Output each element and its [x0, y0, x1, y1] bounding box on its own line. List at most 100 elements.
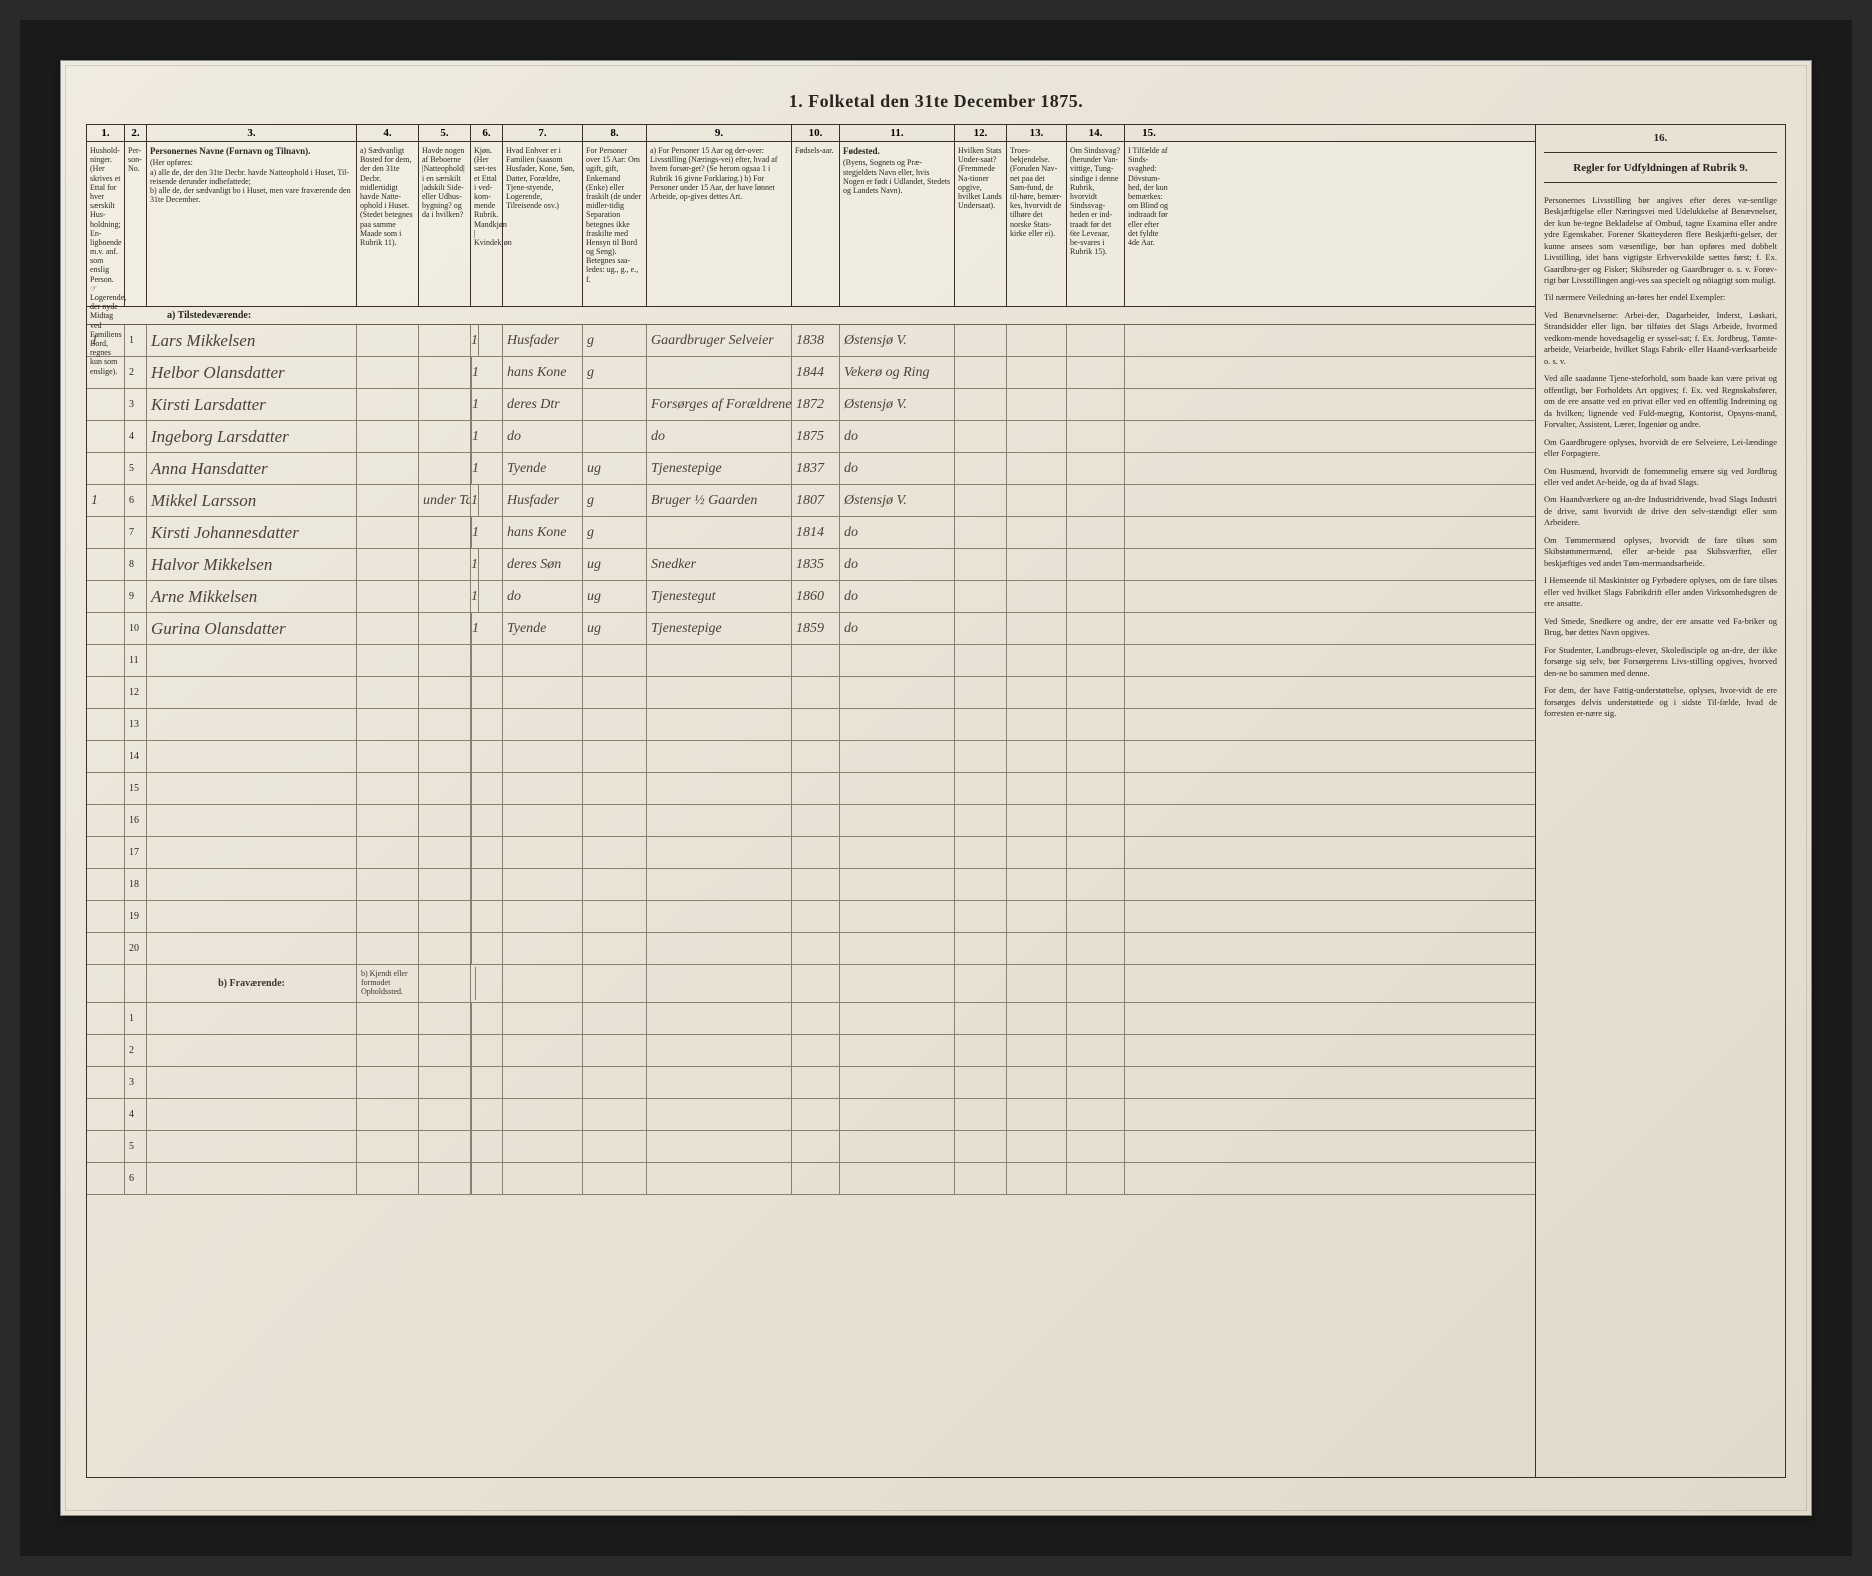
cell: [583, 901, 647, 932]
cell: Kirsti Johannesdatter: [147, 517, 357, 548]
cell: [503, 741, 583, 772]
table-row: 9Arne Mikkelsen1dougTjenestegut1860do: [87, 581, 1535, 613]
cell: [419, 773, 471, 804]
cell: [583, 421, 647, 452]
rules-column: 16. Regler for Udfyldningen af Rubrik 9.…: [1536, 124, 1786, 1478]
cell: do: [840, 581, 955, 612]
cell: [471, 869, 503, 900]
cell: [583, 1035, 647, 1066]
cell: 5: [125, 453, 147, 484]
cell: [503, 869, 583, 900]
colnum-3: 3.: [147, 125, 357, 141]
cell: g: [583, 325, 647, 356]
cell: [357, 1163, 419, 1194]
hdr-6: Kjøn. (Her sæt-tes et Ettal i ved-kom-me…: [471, 142, 503, 306]
cell: [955, 1099, 1007, 1130]
table-row: 7Kirsti Johannesdatter1hans Koneg1814do: [87, 517, 1535, 549]
cell: [1007, 453, 1067, 484]
cell: Tyende: [503, 453, 583, 484]
cell: [1067, 933, 1125, 964]
cell: [1067, 645, 1125, 676]
cell: [357, 741, 419, 772]
table-row: 8Halvor Mikkelsen1deres SønugSnedker1835…: [87, 549, 1535, 581]
cell: g: [583, 357, 647, 388]
cell: [87, 357, 125, 388]
cell: [147, 1099, 357, 1130]
cell: [419, 389, 471, 420]
cell: Anna Hansdatter: [147, 453, 357, 484]
cell: [147, 901, 357, 932]
cell: [840, 1035, 955, 1066]
hdr-3-title: Personernes Navne (Fornavn og Tilnavn).: [150, 146, 353, 156]
blank-row: 6: [87, 1163, 1535, 1195]
cell: Arne Mikkelsen: [147, 581, 357, 612]
cell: [1125, 581, 1173, 612]
cell: [1007, 389, 1067, 420]
cell: [955, 453, 1007, 484]
cell: [955, 1003, 1007, 1034]
cell: [840, 677, 955, 708]
cell: [471, 709, 503, 740]
cell: [792, 773, 840, 804]
cell: [647, 357, 792, 388]
rules-paragraph: Om Haandværkere og an-dre Industridriven…: [1544, 494, 1777, 528]
cell: [503, 933, 583, 964]
cell: hans Kone: [503, 357, 583, 388]
cell: Gurina Olansdatter: [147, 613, 357, 644]
cell: Snedker: [647, 549, 792, 580]
cell: [87, 549, 125, 580]
cell: [1067, 1099, 1125, 1130]
cell: [147, 1067, 357, 1098]
cell: [1007, 1163, 1067, 1194]
cell: 1: [125, 1003, 147, 1034]
rules-paragraph: Om Husmænd, hvorvidt de fornemmelig ernæ…: [1544, 466, 1777, 489]
cell: [1067, 709, 1125, 740]
cell: [647, 1163, 792, 1194]
hdr-2: Per-son-No.: [125, 142, 147, 306]
cell: [1007, 613, 1067, 644]
blank-row: 13: [87, 709, 1535, 741]
cell: [357, 1099, 419, 1130]
cell: do: [840, 421, 955, 452]
cell: [503, 773, 583, 804]
cell: [357, 709, 419, 740]
cell: [1125, 901, 1173, 932]
cell: 9: [125, 581, 147, 612]
cell: do: [840, 549, 955, 580]
cell: 1814: [792, 517, 840, 548]
cell: 20: [125, 933, 147, 964]
cell: 2: [125, 357, 147, 388]
cell: [792, 1163, 840, 1194]
cell: [357, 1003, 419, 1034]
cell: [792, 1035, 840, 1066]
cell: [1007, 837, 1067, 868]
cell: [471, 1035, 503, 1066]
rows-absent: 123456: [87, 1003, 1535, 1195]
cell: [87, 933, 125, 964]
cell: [792, 709, 840, 740]
cell: [1007, 1035, 1067, 1066]
cell: [1125, 325, 1173, 356]
cell: [647, 709, 792, 740]
cell: [955, 421, 1007, 452]
cell: [357, 1067, 419, 1098]
cell: [647, 1131, 792, 1162]
blank-row: 20: [87, 933, 1535, 965]
cell: do: [503, 421, 583, 452]
cell: [840, 1131, 955, 1162]
cell: [583, 1163, 647, 1194]
cell: Husfader: [503, 485, 583, 516]
section-b-label: b) Fraværende:: [147, 965, 357, 1002]
cell: [1007, 517, 1067, 548]
cell: [147, 805, 357, 836]
cell: [419, 1067, 471, 1098]
cell: [647, 901, 792, 932]
cell: [87, 773, 125, 804]
cell: Forsørges af Forældrene: [647, 389, 792, 420]
cell: [1125, 1003, 1173, 1034]
cell: [1125, 1035, 1173, 1066]
cell: [1125, 677, 1173, 708]
cell: [147, 1035, 357, 1066]
cell: 15: [125, 773, 147, 804]
blank-row: 4: [87, 1099, 1535, 1131]
